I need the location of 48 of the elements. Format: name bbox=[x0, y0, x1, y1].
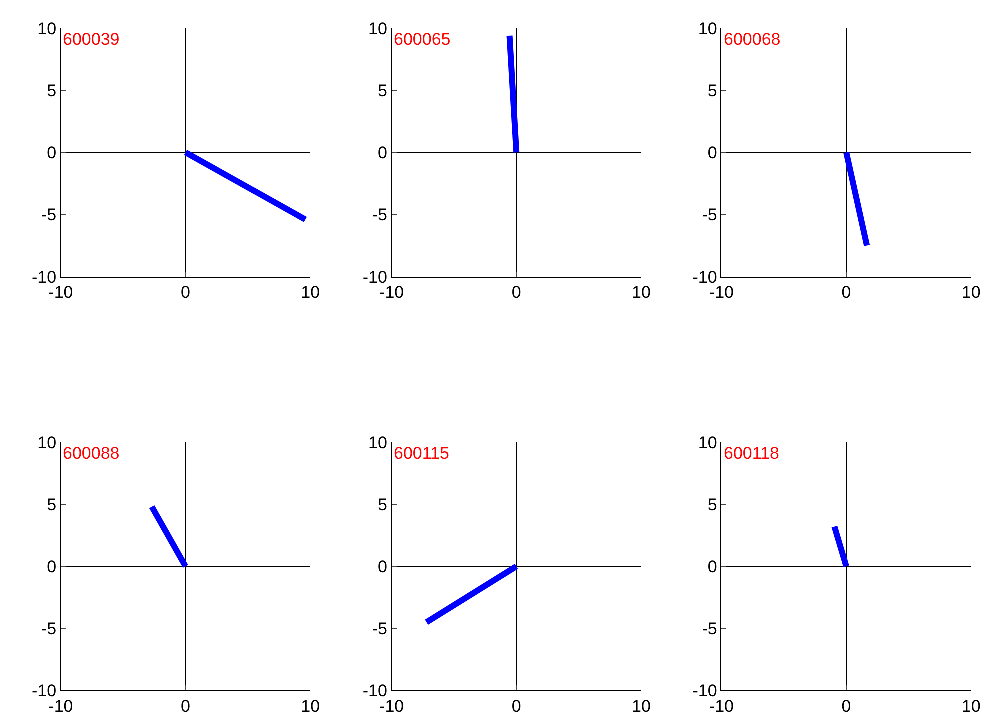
y-tick-label: 5 bbox=[378, 495, 388, 514]
y-tick-label: 0 bbox=[708, 558, 718, 577]
y-tick-label: 10 bbox=[698, 433, 718, 452]
x-tick-label: 0 bbox=[842, 283, 852, 302]
annotation: 600065 bbox=[394, 30, 451, 49]
x-tick-label: 10 bbox=[301, 283, 320, 302]
x-tick-label: 0 bbox=[181, 283, 190, 302]
x-tick-label: 10 bbox=[632, 283, 651, 302]
y-tick-label: -10 bbox=[362, 268, 388, 287]
x-tick-label: 10 bbox=[632, 697, 651, 716]
y-tick-label: -5 bbox=[41, 620, 57, 639]
y-tick-label: -10 bbox=[32, 268, 57, 287]
annotation: 600118 bbox=[724, 444, 780, 463]
annotation: 600039 bbox=[63, 30, 120, 49]
y-tick-label: 0 bbox=[47, 144, 57, 163]
x-tick-label: 0 bbox=[512, 697, 522, 716]
y-tick-label: -5 bbox=[702, 206, 718, 225]
y-tick-label: -5 bbox=[41, 206, 57, 225]
y-tick-label: 5 bbox=[708, 495, 718, 514]
y-tick-label: 0 bbox=[378, 144, 388, 163]
y-tick-label: 0 bbox=[47, 558, 57, 577]
y-tick-label: -10 bbox=[362, 682, 388, 701]
y-tick-label: 10 bbox=[38, 19, 57, 38]
x-tick-label: 10 bbox=[301, 697, 320, 716]
x-tick-label: 10 bbox=[962, 283, 981, 302]
annotation: 600088 bbox=[63, 444, 120, 463]
y-tick-label: 10 bbox=[368, 19, 388, 38]
y-tick-label: 10 bbox=[698, 19, 718, 38]
annotation: 600068 bbox=[724, 30, 781, 49]
x-tick-label: 0 bbox=[512, 283, 522, 302]
y-tick-label: 10 bbox=[368, 433, 388, 452]
x-tick-label: 0 bbox=[842, 697, 852, 716]
y-tick-label: 5 bbox=[708, 82, 718, 101]
y-tick-label: 5 bbox=[378, 82, 388, 101]
y-tick-label: 10 bbox=[38, 433, 57, 452]
y-tick-label: 0 bbox=[708, 144, 718, 163]
y-tick-label: -10 bbox=[32, 682, 57, 701]
y-tick-label: -10 bbox=[692, 268, 718, 287]
x-tick-label: 0 bbox=[181, 697, 190, 716]
y-tick-label: -10 bbox=[692, 682, 718, 701]
y-tick-label: -5 bbox=[372, 620, 388, 639]
y-tick-label: 5 bbox=[47, 495, 57, 514]
y-tick-label: 5 bbox=[47, 82, 57, 101]
y-tick-label: -5 bbox=[372, 206, 388, 225]
y-tick-label: 0 bbox=[378, 558, 388, 577]
x-tick-label: 10 bbox=[962, 697, 981, 716]
annotation: 600115 bbox=[394, 444, 450, 463]
y-tick-label: -5 bbox=[702, 620, 718, 639]
